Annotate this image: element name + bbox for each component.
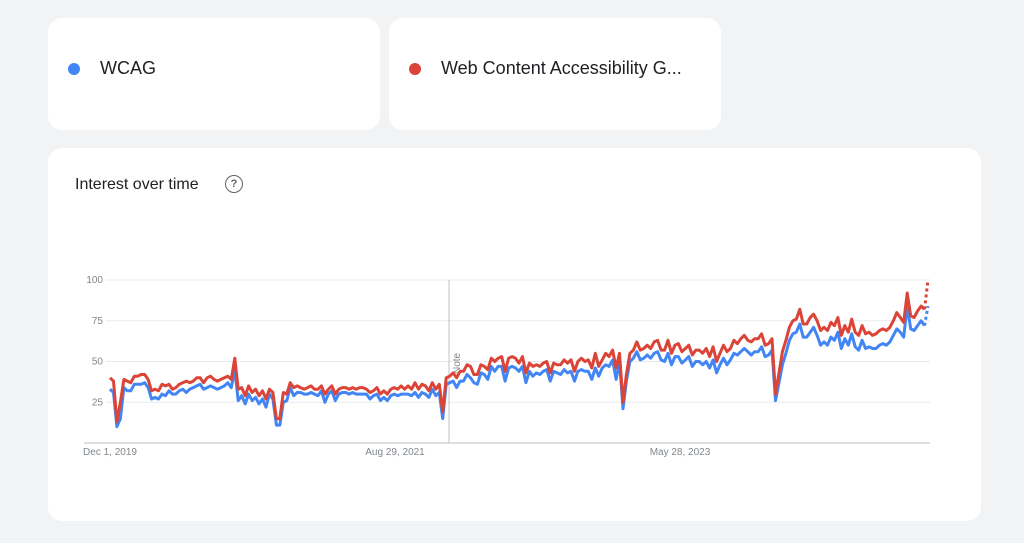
interest-over-time-card: Interest over time ? 100 75 50 25 Note Dec … (48, 148, 981, 521)
series-partial-segment (923, 279, 930, 310)
legend-label-wcag: WCAG (100, 58, 156, 78)
legend-card-web-content-accessibility[interactable]: Web Content Accessibility G... (389, 18, 721, 130)
x-tick-label: May 28, 2023 (650, 447, 711, 458)
series-line-web-content-accessibility[interactable] (108, 291, 926, 424)
note-marker-label[interactable]: Note (452, 352, 463, 374)
line-chart[interactable]: 100 75 50 25 Note Dec 1, 2019 Aug 29, 2021 Ma… (48, 148, 981, 521)
series-color-dot-wcag (68, 62, 80, 75)
legend-label-web-content-accessibility: Web Content Accessibility G... (441, 58, 682, 78)
legend-card-wcag[interactable]: WCAG (48, 18, 380, 130)
y-tick-label: 100 (86, 275, 103, 286)
x-tick-label: Aug 29, 2021 (365, 447, 425, 458)
x-tick-label: Dec 1, 2019 (83, 447, 137, 458)
chart-title: Interest over time (75, 176, 199, 193)
series-line-wcag[interactable] (108, 304, 926, 429)
x-tick-layer: Dec 1, 2019 Aug 29, 2021 May 28, 2023 (83, 447, 711, 458)
help-circle-icon[interactable]: ? (225, 175, 243, 193)
series-color-dot-web-content-accessibility (409, 62, 421, 75)
y-tick-label: 25 (92, 397, 104, 408)
y-tick-label: 75 (92, 316, 104, 327)
series-layer (108, 279, 930, 429)
y-tick-label: 50 (92, 357, 104, 368)
